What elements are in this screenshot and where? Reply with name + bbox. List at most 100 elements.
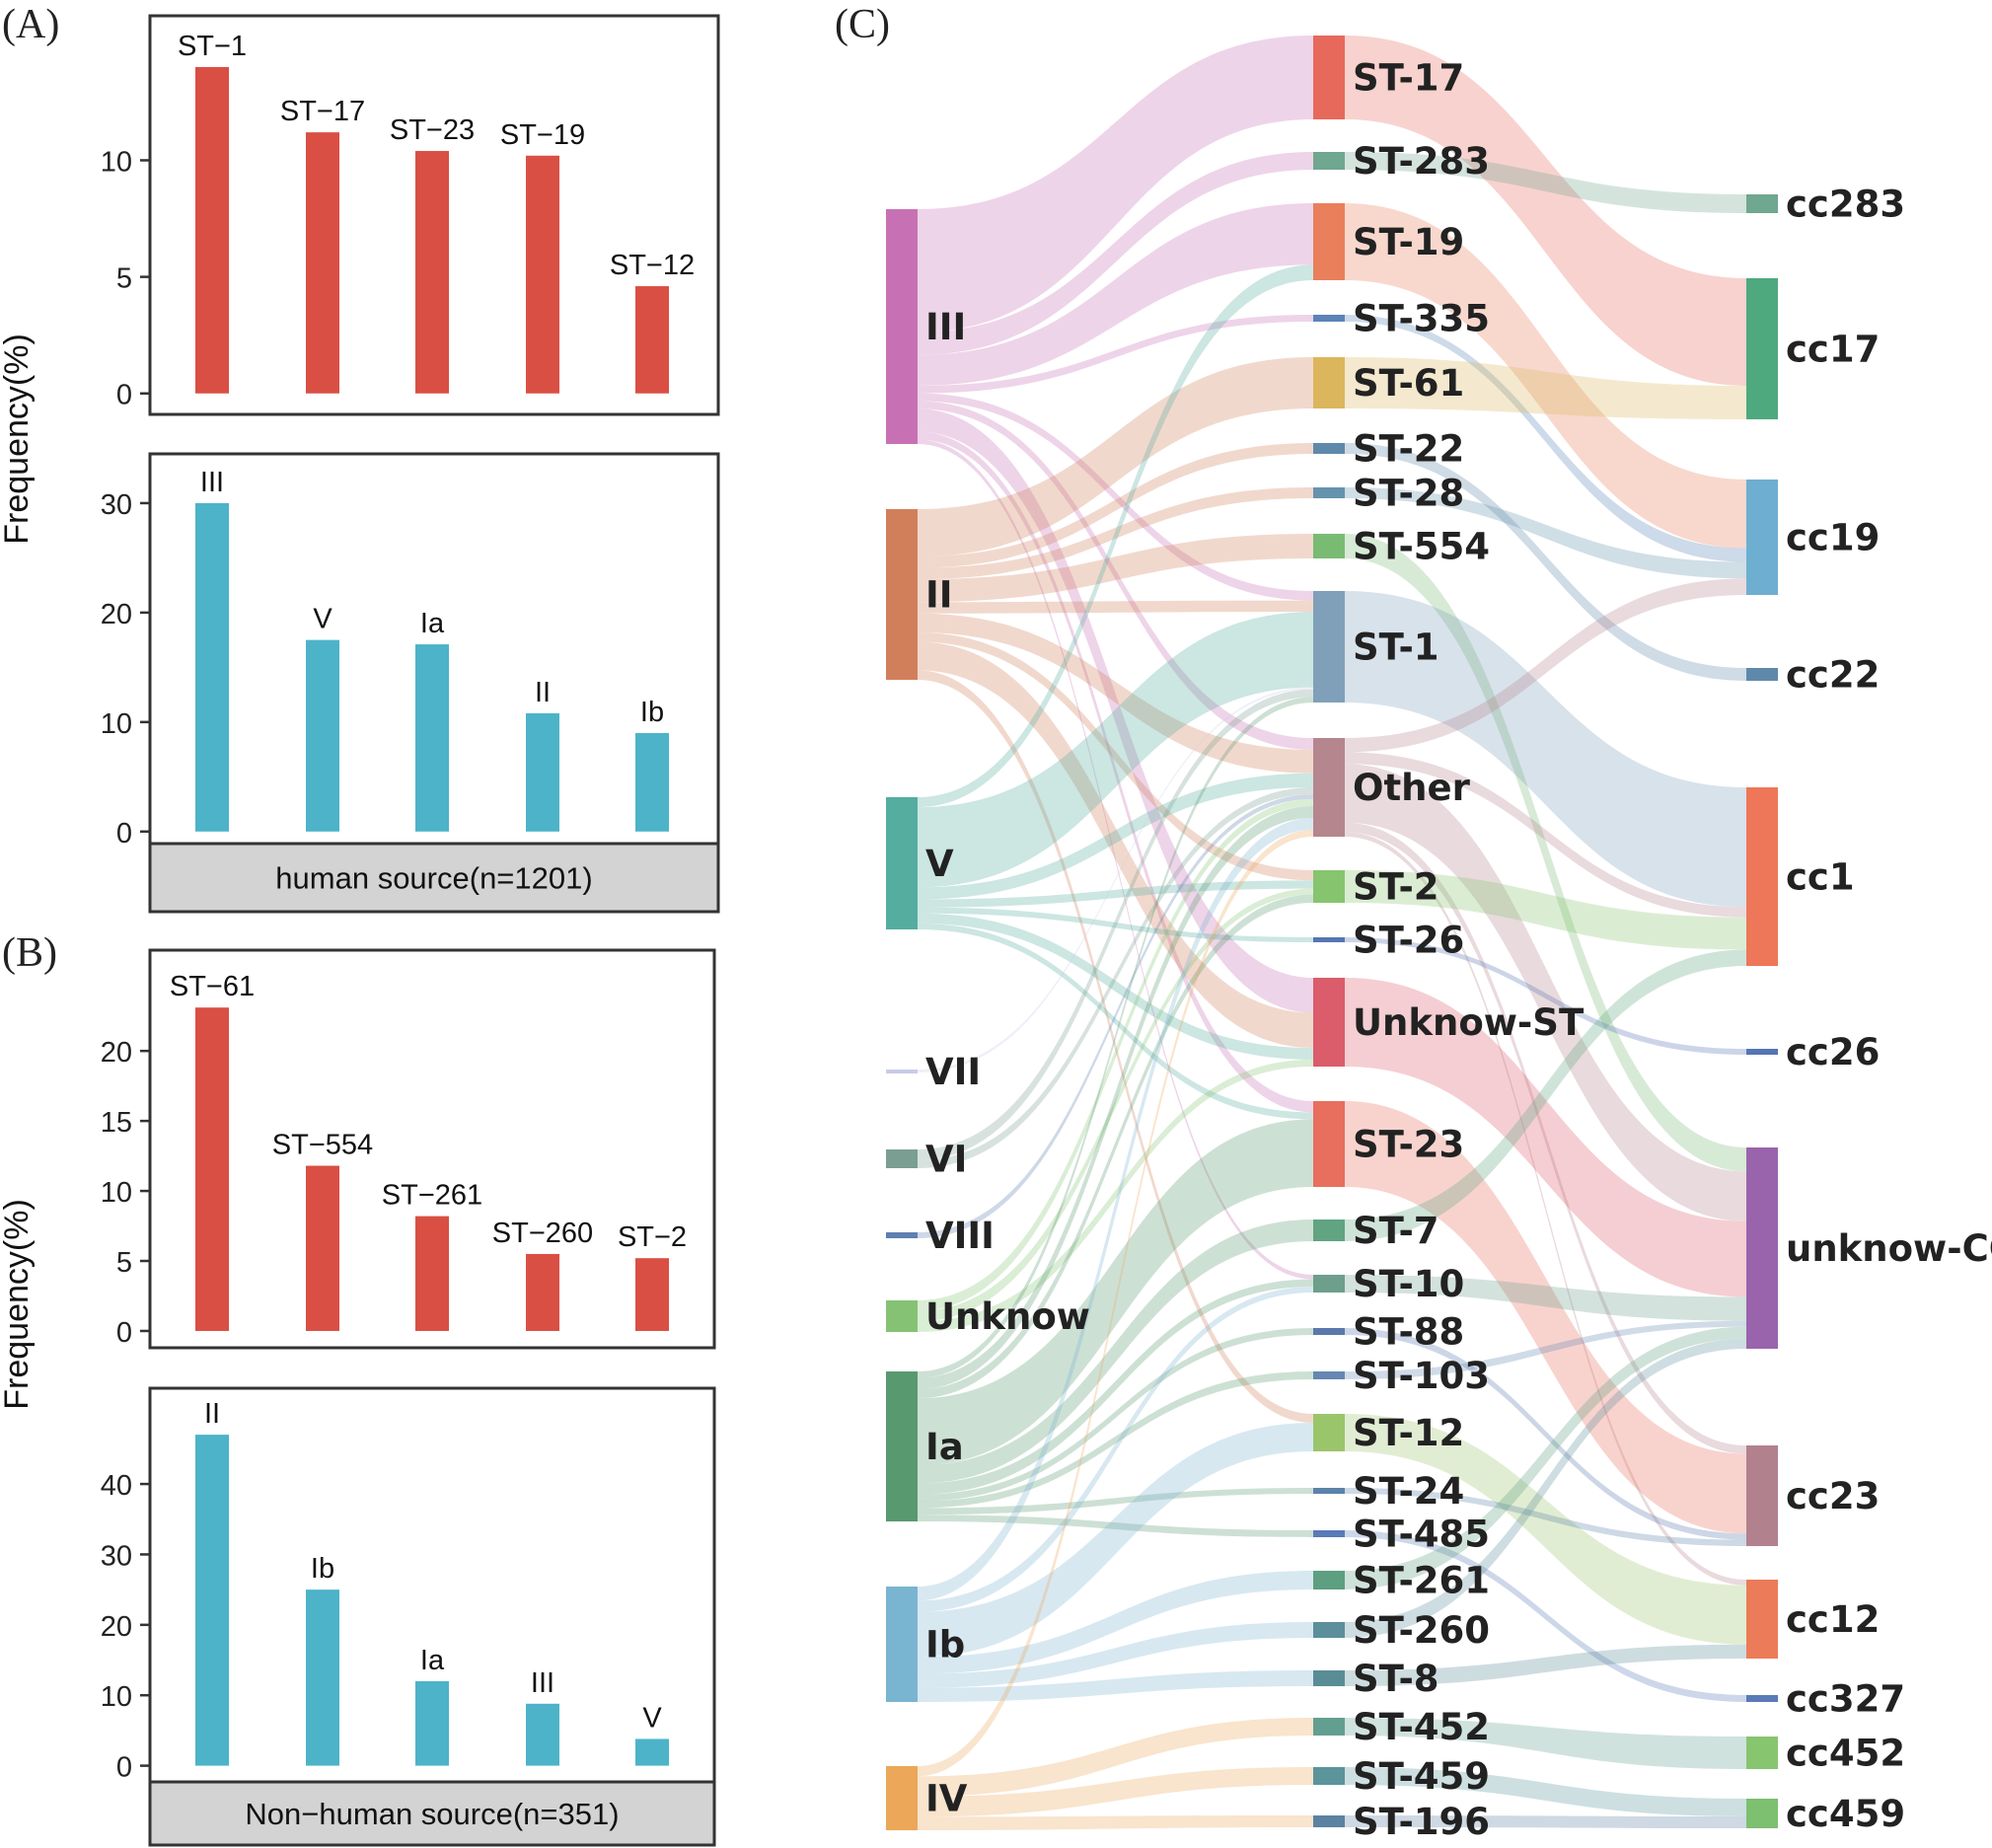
sankey-node-label: cc23 xyxy=(1786,1475,1880,1517)
sankey-link xyxy=(918,923,1313,1120)
sankey-link xyxy=(918,894,1313,1399)
sankey-link xyxy=(1345,764,1746,1221)
bar-label: ST−12 xyxy=(610,250,695,281)
sankey-node xyxy=(1313,1718,1345,1736)
bar-label: II xyxy=(535,677,551,708)
sankey-link xyxy=(1345,1488,1746,1546)
sankey-node-label: ST-8 xyxy=(1353,1658,1439,1700)
sankey-node xyxy=(1313,315,1345,322)
y-tick-label: 10 xyxy=(101,1681,132,1713)
bar-label: Ib xyxy=(311,1553,334,1585)
y-tick-label: 0 xyxy=(116,380,132,411)
bar xyxy=(195,1435,229,1766)
chart-a-top: 0 5 10 ST−1 ST−17 ST−23 ST−19 ST−12 xyxy=(101,14,720,416)
sankey-node xyxy=(1313,152,1345,170)
sankey-link xyxy=(918,1287,1313,1612)
sankey-node xyxy=(1313,1275,1345,1293)
sankey-node-label: cc22 xyxy=(1786,654,1880,697)
panel-label-b: (B) xyxy=(2,930,57,976)
sankey-node-label: VI xyxy=(925,1139,967,1181)
sankey-link xyxy=(1345,1718,1746,1769)
y-tick-label: 10 xyxy=(101,708,132,740)
sankey-link xyxy=(918,264,1313,808)
sankey-link xyxy=(918,203,1313,386)
sankey-link xyxy=(918,1815,1313,1830)
bar-label: III xyxy=(200,467,224,498)
sankey-link xyxy=(918,36,1313,333)
sankey-link xyxy=(918,697,1313,1378)
sankey-link xyxy=(918,641,1313,1049)
sankey-link xyxy=(918,1119,1313,1466)
sankey-node-label: ST-7 xyxy=(1353,1210,1439,1252)
sankey-link xyxy=(918,913,1313,1060)
bar xyxy=(415,1216,449,1331)
bar xyxy=(306,132,339,394)
bar xyxy=(526,712,559,832)
sankey-links xyxy=(918,36,1746,1830)
sankey-node xyxy=(886,1587,918,1702)
sankey-node-label: ST-103 xyxy=(1353,1355,1490,1397)
sankey-link xyxy=(1345,1767,1746,1816)
sankey-link xyxy=(1345,937,1746,1055)
sankey-node xyxy=(1313,1767,1345,1785)
bar-label: ST−2 xyxy=(618,1221,687,1253)
sankey-node xyxy=(1313,1530,1345,1537)
sankey-node-label: IV xyxy=(925,1778,968,1820)
sankey-link xyxy=(918,794,1313,1238)
sankey-node-label: V xyxy=(925,843,954,885)
sankey-node-label: ST-261 xyxy=(1353,1560,1490,1602)
sankey-node-label: Ia xyxy=(925,1426,964,1468)
bar xyxy=(526,1703,559,1766)
sankey-link xyxy=(1345,1320,1746,1379)
sankey-node xyxy=(1313,36,1345,119)
sankey-link xyxy=(1345,1815,1746,1828)
bar xyxy=(195,502,229,832)
bar xyxy=(415,644,449,832)
source-caption: human source(n=1201) xyxy=(275,861,592,896)
bar-label: ST−260 xyxy=(492,1218,593,1249)
sankey-link xyxy=(918,1622,1313,1688)
sankey-node-label: ST-23 xyxy=(1353,1124,1464,1166)
sankey-node xyxy=(886,509,918,680)
sankey-link xyxy=(918,401,1313,750)
sankey-node xyxy=(1313,937,1345,942)
sankey-node-label: ST-12 xyxy=(1353,1412,1464,1454)
source-caption-box xyxy=(148,1780,716,1847)
sankey-node-label: ST-452 xyxy=(1353,1706,1490,1748)
sankey-node xyxy=(1746,1049,1778,1055)
y-tick-label: 5 xyxy=(116,1247,132,1279)
sankey-link xyxy=(918,613,1313,774)
sankey-node-label: ST-19 xyxy=(1353,221,1464,263)
sankey-node-label: ST-2 xyxy=(1353,866,1439,909)
sankey-node xyxy=(1746,787,1778,966)
sankey-link xyxy=(918,1767,1313,1817)
chart-b-bottom: 0 10 20 30 40 II Ib Ia III V Non−human source(n=35… xyxy=(101,1386,716,1847)
chart-b-top: 0 5 10 15 20 ST−61 ST−554 ST−261 ST−260 ST−2 xyxy=(101,948,716,1350)
bar xyxy=(635,286,669,394)
sankey-node xyxy=(886,1070,918,1073)
sankey-link xyxy=(918,829,1313,1777)
sankey-node xyxy=(1746,480,1778,595)
sankey-node-label: ST-17 xyxy=(1353,57,1464,100)
y-axis-label-a: Frequency(%) xyxy=(0,333,36,545)
sankey-diagram: IIIIIVVIIVIVIIIUnknowIaIbIVST-17ST-283ST… xyxy=(886,36,1992,1843)
bar xyxy=(635,1738,669,1766)
sankey-link xyxy=(918,1670,1313,1702)
sankey-link xyxy=(918,689,1313,1160)
sankey-node-label: III xyxy=(925,306,966,348)
sankey-node-label: cc283 xyxy=(1786,184,1905,226)
y-tick-label: 0 xyxy=(116,1752,132,1784)
y-tick-label: 10 xyxy=(101,146,132,178)
sankey-link xyxy=(918,687,1313,1072)
sankey-link xyxy=(918,1328,1313,1502)
sankey-node-label: cc1 xyxy=(1786,856,1855,899)
sankey-node xyxy=(1313,1101,1345,1187)
y-tick-label: 15 xyxy=(101,1107,132,1139)
sankey-link xyxy=(1345,1530,1746,1702)
sankey-link xyxy=(1345,832,1746,1586)
sankey-node xyxy=(1313,487,1345,498)
bar xyxy=(306,1589,339,1766)
sankey-node-label: ST-485 xyxy=(1353,1514,1490,1556)
sankey-link xyxy=(918,152,1313,355)
